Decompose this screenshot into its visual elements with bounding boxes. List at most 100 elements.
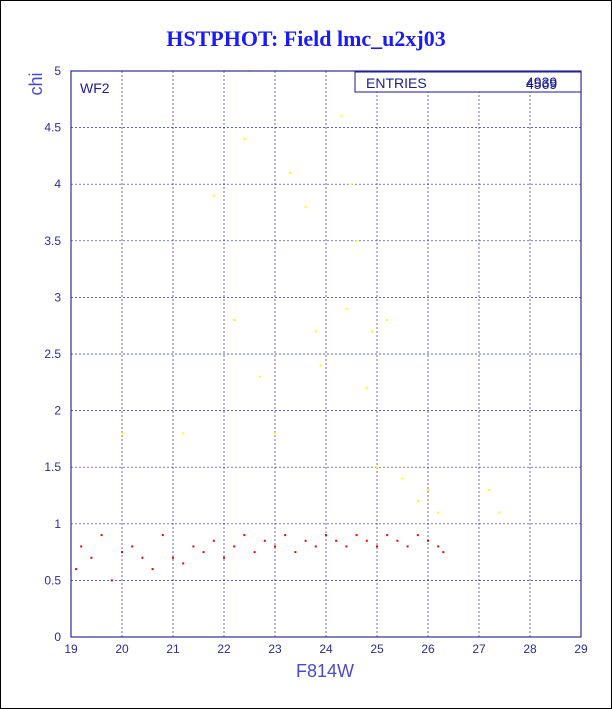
scatter-point	[427, 539, 429, 542]
x-tick-label: 24	[319, 642, 333, 656]
y-tick-label: 2.5	[44, 347, 61, 361]
stats-value-2: 4569	[526, 76, 557, 92]
panel-label: WF2	[80, 80, 110, 96]
scatter-point	[386, 319, 389, 322]
scatter-point	[110, 579, 113, 582]
scatter-point	[253, 551, 256, 554]
x-tick-label: 20	[115, 642, 129, 656]
scatter-point	[182, 562, 185, 565]
scatter-point	[294, 551, 297, 554]
chart-title: HSTPHOT: Field lmc_u2xj03	[166, 26, 446, 51]
scatter-point	[488, 488, 491, 491]
stats-label: ENTRIES	[366, 75, 427, 91]
scatter-point	[233, 545, 236, 548]
y-tick-label: 0	[54, 630, 61, 644]
x-tick-label: 29	[574, 642, 588, 656]
scatter-point	[442, 551, 445, 554]
scatter-points	[75, 70, 501, 582]
scatter-point	[314, 330, 317, 333]
y-tick-label: 4	[54, 177, 61, 191]
scatter-point	[212, 194, 215, 197]
y-tick-label: 4.5	[44, 121, 61, 135]
x-tick-label: 19	[64, 642, 78, 656]
y-tick-label: 5	[54, 64, 61, 78]
scatter-point	[161, 534, 164, 537]
scatter-point	[100, 534, 103, 537]
y-tick-label: 3.5	[44, 234, 61, 248]
scatter-point	[386, 534, 389, 537]
stats-box-frame	[354, 71, 582, 93]
scatter-point	[121, 432, 123, 435]
stats-value-1: 4939	[526, 74, 557, 90]
y-tick-label: 1	[54, 517, 61, 531]
scatter-point	[335, 539, 338, 542]
x-axis-label: F814W	[296, 661, 354, 681]
y-tick-label: 3	[54, 290, 61, 304]
y-axis-label: chi	[26, 72, 46, 95]
scatter-point	[90, 556, 93, 559]
scatter-point	[141, 556, 144, 559]
scatter-point	[376, 466, 378, 469]
y-tick-label: 1.5	[44, 460, 61, 474]
plot-area	[70, 70, 582, 638]
scatter-point	[340, 115, 343, 118]
scatter-point	[182, 432, 185, 435]
scatter-point	[498, 511, 501, 514]
x-tick-label: 26	[421, 642, 435, 656]
scatter-point	[304, 539, 307, 542]
scatter-point	[131, 545, 134, 548]
scatter-point	[325, 534, 327, 537]
scatter-point	[427, 488, 429, 491]
scatter-point	[192, 545, 195, 548]
scatter-point	[396, 539, 399, 542]
scatter-point	[350, 183, 353, 186]
x-tick-label: 23	[268, 642, 282, 656]
scatter-point	[416, 500, 419, 503]
scatter-point	[223, 556, 225, 559]
scatter-point	[437, 511, 440, 514]
y-tick-label: 0.5	[44, 573, 61, 587]
y-tick-label: 2	[54, 404, 61, 418]
scatter-point	[437, 545, 440, 548]
scatter-point	[274, 432, 276, 435]
x-tick-labels: 19 20 21 22 23 24 25 26 27 28 29	[64, 642, 588, 656]
scatter-point	[314, 545, 317, 548]
scatter-point	[80, 545, 83, 548]
scatter-point	[370, 330, 373, 333]
scatter-point	[355, 534, 358, 537]
scatter-point	[376, 545, 378, 548]
scatter-point	[345, 545, 348, 548]
scatter-point	[284, 534, 287, 537]
x-tick-label: 27	[472, 642, 486, 656]
scatter-point	[172, 556, 174, 559]
y-tick-labels: 0 0.5 1 1.5 2 2.5 3 3.5 4 4.5 5	[44, 64, 61, 644]
scatter-point	[212, 539, 215, 542]
x-tick-label: 22	[217, 642, 231, 656]
scatter-point	[202, 551, 205, 554]
scatter-point	[355, 239, 358, 242]
scatter-point	[289, 171, 292, 174]
scatter-point	[243, 534, 246, 537]
scatter-point	[345, 307, 348, 310]
grid-lines	[70, 70, 582, 638]
scatter-point	[75, 568, 78, 571]
x-tick-label: 25	[370, 642, 384, 656]
x-tick-label: 21	[166, 642, 180, 656]
scatter-point	[243, 137, 246, 140]
scatter-point	[304, 205, 307, 208]
scatter-point	[365, 539, 368, 542]
scatter-point	[319, 364, 322, 367]
scatter-point	[401, 477, 404, 480]
scatter-point	[151, 568, 154, 571]
scatter-point	[263, 539, 266, 542]
scatter-point	[233, 319, 236, 322]
scatter-point	[365, 386, 368, 389]
scatter-point	[416, 534, 419, 537]
stats-box: ENTRIES 4939 4569	[354, 71, 582, 93]
x-tick-label: 28	[523, 642, 537, 656]
scatter-point	[274, 545, 276, 548]
scatter-point	[121, 551, 123, 554]
scatter-point	[258, 375, 261, 378]
scatter-point	[406, 545, 409, 548]
